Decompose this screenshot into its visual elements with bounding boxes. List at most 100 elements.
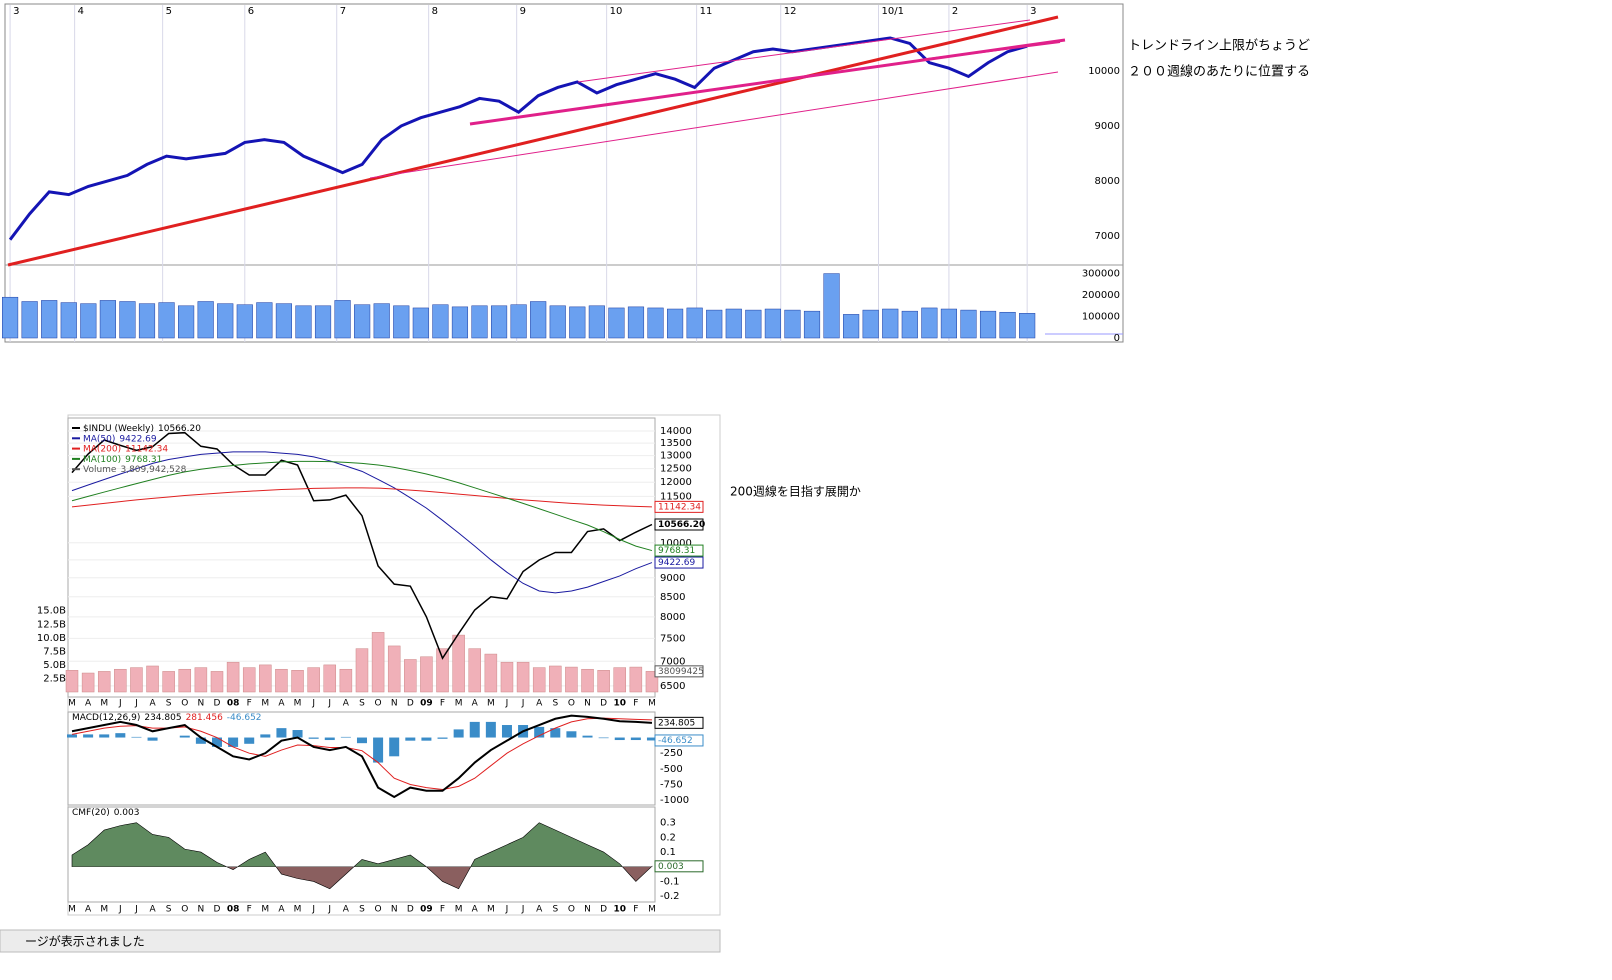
volume-bar	[393, 305, 410, 339]
macd-histogram-bar	[356, 737, 367, 744]
x-tick-label: J	[311, 905, 315, 915]
volume-tick-label: 15.0B	[37, 606, 66, 617]
macd-histogram-bar	[421, 737, 432, 741]
macd-histogram-bar	[469, 721, 480, 738]
volume-bar	[178, 668, 192, 693]
x-tick-label: O	[568, 905, 575, 915]
x-tick-label: 09	[420, 699, 433, 709]
macd-histogram-bar	[115, 733, 126, 738]
volume-bar	[81, 672, 95, 693]
volume-bar	[259, 664, 272, 693]
x-tick-label: J	[327, 699, 331, 709]
legend-entry: MA(200) 11142.34	[83, 444, 168, 454]
value-box-label: -46.652	[658, 736, 693, 746]
x-tick-label: A	[472, 905, 479, 915]
legend-text: MA(100)	[83, 454, 121, 464]
y-tick-label: 13500	[660, 438, 692, 449]
x-tick-label: M	[294, 905, 302, 915]
value-box-label: 38099425	[658, 667, 704, 677]
macd-histogram-bar	[566, 731, 577, 738]
status-bar	[0, 929, 721, 953]
macd-pane	[67, 711, 656, 806]
macd-histogram-bar	[501, 725, 512, 738]
macd-histogram-bar	[260, 734, 271, 738]
macd-tick-label: -500	[660, 764, 683, 775]
cmf-area-positive	[71, 822, 653, 867]
volume-bar	[373, 303, 390, 339]
x-tick-label: M	[648, 905, 656, 915]
volume-bar	[532, 667, 546, 693]
x-tick-label: A	[278, 699, 285, 709]
volume-bar	[706, 309, 723, 339]
price-line	[71, 431, 653, 660]
value-box	[654, 500, 704, 513]
volume-bar	[484, 653, 498, 693]
volume-bar	[588, 305, 605, 339]
x-tick-label: M	[487, 699, 495, 709]
legend-text: 234.805	[144, 713, 181, 723]
volume-bar	[843, 314, 860, 339]
macd-tick-label: -750	[660, 779, 683, 790]
volume-bar	[146, 665, 159, 693]
value-box-label: 9422.69	[658, 558, 695, 568]
macd-histogram-bar	[99, 734, 110, 738]
x-tick-label: J	[134, 905, 138, 915]
volume-bar	[530, 301, 547, 339]
x-tick-label: S	[359, 905, 365, 915]
x-tick-label: J	[134, 699, 138, 709]
macd-histogram-bar	[550, 728, 561, 738]
legend-text: 11142.34	[125, 444, 168, 454]
x-tick-label: 12	[784, 6, 797, 17]
y-tick-label: 8000	[1095, 176, 1120, 187]
x-tick-label: M	[100, 699, 108, 709]
volume-bar	[197, 301, 214, 339]
volume-bar	[355, 648, 369, 693]
legend-text: 281.456	[186, 713, 223, 723]
cmf-tick-label: 0.2	[660, 832, 676, 843]
cmf-tick-label: -0.2	[660, 891, 680, 902]
macd-histogram-bar	[534, 726, 545, 738]
x-tick-label: S	[552, 699, 558, 709]
macd-histogram-bar	[276, 728, 287, 738]
y-tick-label: 6500	[660, 681, 685, 692]
volume-bar	[999, 311, 1016, 339]
x-tick-label: O	[375, 699, 382, 709]
macd-histogram-bar	[179, 735, 190, 738]
x-tick-label: O	[181, 905, 188, 915]
cmf-legend: CMF(20) 0.003	[72, 808, 139, 818]
volume-bar	[194, 667, 208, 693]
macd-histogram-bar	[195, 737, 206, 744]
volume-bar	[178, 305, 195, 339]
x-tick-label: 11	[700, 6, 713, 17]
x-tick-label: A	[85, 905, 92, 915]
x-tick-label: A	[149, 905, 156, 915]
volume-tick-label: 5.0B	[43, 660, 66, 671]
x-tick-label: S	[552, 905, 558, 915]
volume-tick-label: 2.5B	[43, 673, 66, 684]
volume-bar	[80, 303, 97, 339]
y-tick-label: 9000	[660, 573, 685, 584]
macd-line	[71, 714, 653, 799]
x-tick-label: J	[311, 699, 315, 709]
x-tick-label: 09	[420, 905, 433, 915]
x-tick-label: F	[440, 905, 445, 915]
legend-text: 3,809,942,528	[120, 465, 186, 475]
volume-bar	[1019, 313, 1036, 339]
x-tick-label: O	[181, 699, 188, 709]
volume-bar	[901, 310, 918, 339]
macd-histogram-bar	[614, 737, 625, 741]
volume-bar	[371, 632, 385, 693]
x-tick-label: J	[521, 699, 525, 709]
value-box-label: 11142.34	[658, 502, 701, 512]
x-tick-label: O	[375, 905, 382, 915]
x-tick-label: A	[536, 699, 543, 709]
legend-text: MACD(12,26,9)	[72, 713, 140, 723]
volume-bar	[420, 656, 433, 693]
value-box-label: 0.003	[658, 862, 684, 872]
volume-bar	[114, 668, 127, 693]
x-tick-label: 6	[248, 6, 254, 17]
x-tick-label: 10/1	[882, 6, 904, 17]
y-tick-label: 14000	[660, 426, 692, 437]
x-tick-label: D	[407, 699, 414, 709]
